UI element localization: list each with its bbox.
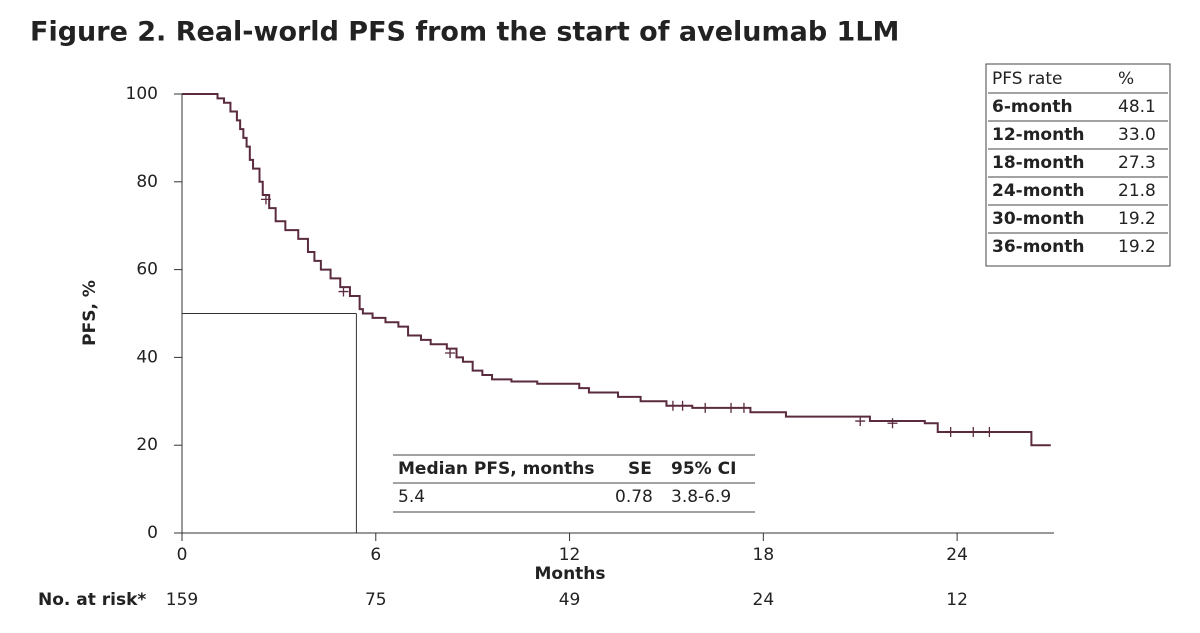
at-risk-value: 12 <box>946 590 968 610</box>
censor-mark <box>677 400 688 411</box>
table-cell: 30-month <box>992 209 1084 229</box>
table-cell: 0.78 <box>615 487 653 507</box>
x-axis-label: Months <box>534 564 605 584</box>
censor-mark <box>855 416 866 427</box>
table-header: 95% CI <box>671 459 736 479</box>
censor-mark <box>667 400 678 411</box>
table-cell: 5.4 <box>398 487 425 507</box>
table-cell: 48.1 <box>1118 97 1156 117</box>
at-risk-value: 75 <box>365 590 387 610</box>
table-header: % <box>1118 69 1134 89</box>
censor-mark <box>945 427 956 438</box>
table-cell: 24-month <box>992 181 1084 201</box>
x-tick-label: 12 <box>559 545 581 565</box>
km-curve <box>182 93 1051 447</box>
table-header: Median PFS, months <box>398 459 594 479</box>
x-tick-label: 6 <box>370 545 381 565</box>
at-risk-value: 49 <box>559 590 581 610</box>
table-cell: 21.8 <box>1118 181 1156 201</box>
y-tick-label: 80 <box>136 172 158 192</box>
censor-mark <box>338 286 349 297</box>
censor-mark <box>984 427 995 438</box>
censor-mark <box>738 402 749 413</box>
y-tick-label: 20 <box>136 435 158 455</box>
censor-mark <box>968 427 979 438</box>
censor-mark <box>887 418 898 429</box>
table-cell: 36-month <box>992 237 1084 257</box>
censor-mark <box>726 402 737 413</box>
table-cell: 3.8-6.9 <box>671 487 731 507</box>
table-header: PFS rate <box>992 69 1062 89</box>
table-cell: 27.3 <box>1118 153 1156 173</box>
censor-mark <box>445 348 456 359</box>
y-tick-label: 40 <box>136 347 158 367</box>
at-risk-value: 159 <box>166 590 198 610</box>
x-tick-label: 18 <box>753 545 775 565</box>
table-cell: 33.0 <box>1118 125 1156 145</box>
table-cell: 12-month <box>992 125 1084 145</box>
x-tick-label: 0 <box>177 545 188 565</box>
table-frame <box>985 63 1171 267</box>
y-tick-label: 60 <box>136 260 158 280</box>
y-axis-label: PFS, % <box>80 280 100 346</box>
table-cell: 18-month <box>992 153 1084 173</box>
chart-title: Figure 2. Real-world PFS from the start … <box>30 17 899 48</box>
y-tick-label: 0 <box>147 523 158 543</box>
censor-mark <box>700 402 711 413</box>
at-risk-value: 24 <box>753 590 775 610</box>
table-cell: 6-month <box>992 97 1073 117</box>
table-header: SE <box>628 459 652 479</box>
y-tick-label: 100 <box>126 84 158 104</box>
table-cell: 19.2 <box>1118 237 1156 257</box>
table-cell: 19.2 <box>1118 209 1156 229</box>
at-risk-label: No. at risk* <box>38 590 146 610</box>
x-tick-label: 24 <box>946 545 968 565</box>
censor-mark <box>260 194 271 205</box>
